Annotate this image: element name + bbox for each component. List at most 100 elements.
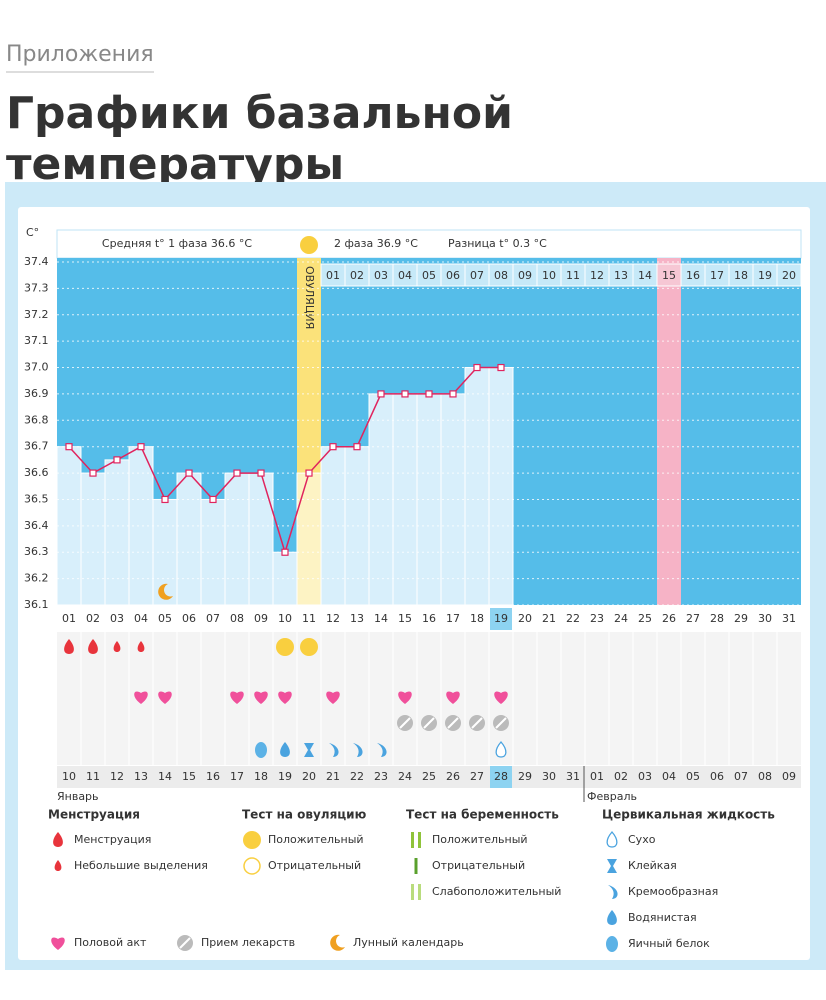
point — [209, 495, 217, 504]
date: 17 — [230, 770, 244, 783]
icon-heart — [278, 691, 292, 704]
icon-menstruation — [88, 639, 98, 654]
icon-moon — [330, 934, 345, 951]
point — [257, 469, 265, 477]
x-tick-label: 31 — [782, 612, 796, 625]
icon-eggwhite — [606, 936, 618, 952]
phase2-day: 16 — [686, 269, 700, 282]
date: 06 — [710, 770, 724, 783]
section-label: Приложения — [6, 42, 154, 73]
point — [89, 469, 97, 477]
phase2-day: 15 — [662, 269, 676, 282]
dates-bg — [57, 766, 801, 788]
date: 18 — [254, 770, 268, 783]
point — [329, 443, 337, 451]
icon-eggwhite — [255, 742, 267, 758]
x-tick-label: 19 — [494, 612, 508, 625]
bar — [224, 472, 250, 606]
phase2-day: 12 — [590, 269, 604, 282]
x-tick-label: 04 — [134, 612, 148, 625]
icon-heart — [398, 691, 412, 704]
icon-pill — [495, 717, 507, 729]
icon-heart — [494, 691, 508, 704]
date: 10 — [62, 770, 76, 783]
date: 02 — [614, 770, 628, 783]
bar — [488, 367, 514, 606]
x-tick-label: 23 — [590, 612, 604, 625]
x-tick-label: 16 — [422, 612, 436, 625]
x-tick-label: 02 — [86, 612, 100, 625]
icon-heart — [446, 691, 460, 704]
y-tick-label: 36.9 — [24, 387, 49, 400]
phase2-day: 18 — [734, 269, 748, 282]
phase2-day: 19 — [758, 269, 772, 282]
phase2-day: 17 — [710, 269, 724, 282]
legend-label: Клейкая — [628, 859, 677, 872]
legend-title: Менструация — [48, 808, 140, 822]
icon-dry — [495, 741, 507, 758]
phase2-day: 08 — [494, 269, 508, 282]
point — [281, 548, 289, 556]
x-tick-label: 21 — [542, 612, 556, 625]
x-tick-label: 17 — [446, 612, 460, 625]
y-tick-label: 37.0 — [24, 361, 49, 374]
bar — [296, 472, 322, 606]
point — [497, 363, 505, 372]
x-tick-label: 01 — [62, 612, 76, 625]
phase2-day: 14 — [638, 269, 652, 282]
icon-heart — [254, 691, 268, 704]
phase-header — [56, 229, 802, 259]
date: 28 — [494, 770, 508, 783]
x-tick-label: 03 — [110, 612, 124, 625]
ovulation-icon — [300, 236, 318, 254]
icon-creamy — [353, 743, 363, 757]
icon-creamy — [377, 743, 387, 757]
phase2-summary: 2 фаза 36.9 °C — [334, 237, 418, 250]
point — [353, 443, 361, 451]
point — [137, 443, 145, 451]
phase2-day: 05 — [422, 269, 436, 282]
phase2-day: 07 — [470, 269, 484, 282]
icon-pill — [471, 717, 483, 729]
legend-label: Сухо — [628, 833, 656, 846]
y-tick-label: 36.4 — [24, 519, 49, 532]
legend-label: Небольшие выделения — [74, 859, 208, 872]
icon-menstruation — [64, 639, 74, 654]
point — [161, 495, 169, 504]
date: 04 — [662, 770, 676, 783]
x-tick-label: 13 — [350, 612, 364, 625]
date: 07 — [734, 770, 748, 783]
point — [473, 363, 481, 372]
point — [305, 469, 313, 477]
date: 20 — [302, 770, 316, 783]
date: 11 — [86, 770, 100, 783]
date: 01 — [590, 770, 604, 783]
legend-title: Тест на беременность — [406, 808, 559, 822]
icon-pill — [399, 717, 411, 729]
icon-heart — [230, 691, 244, 704]
x-tick-label: 28 — [710, 612, 724, 625]
date: 30 — [542, 770, 556, 783]
date: 27 — [470, 770, 484, 783]
date: 16 — [206, 770, 220, 783]
legend-label: Отрицательный — [432, 859, 525, 872]
legend-label: Положительный — [432, 833, 528, 846]
y-tick-label: 36.8 — [24, 413, 49, 426]
point — [425, 390, 433, 398]
icon-preg-pos — [418, 832, 421, 848]
icon-ovu-pos — [243, 831, 261, 849]
bar — [104, 459, 130, 606]
legend-title: Тест на овуляцию — [242, 808, 367, 822]
icon-preg-weak — [411, 884, 414, 900]
x-tick-label: 12 — [326, 612, 340, 625]
icon-preg-pos — [411, 832, 414, 848]
today-date — [490, 766, 512, 788]
x-tick-label: 08 — [230, 612, 244, 625]
phase2-day: 02 — [350, 269, 364, 282]
legend-label: Водянистая — [628, 911, 697, 924]
date: 29 — [518, 770, 532, 783]
x-tick-label: 18 — [470, 612, 484, 625]
point — [449, 390, 457, 398]
y-tick-label: 36.1 — [24, 598, 49, 611]
